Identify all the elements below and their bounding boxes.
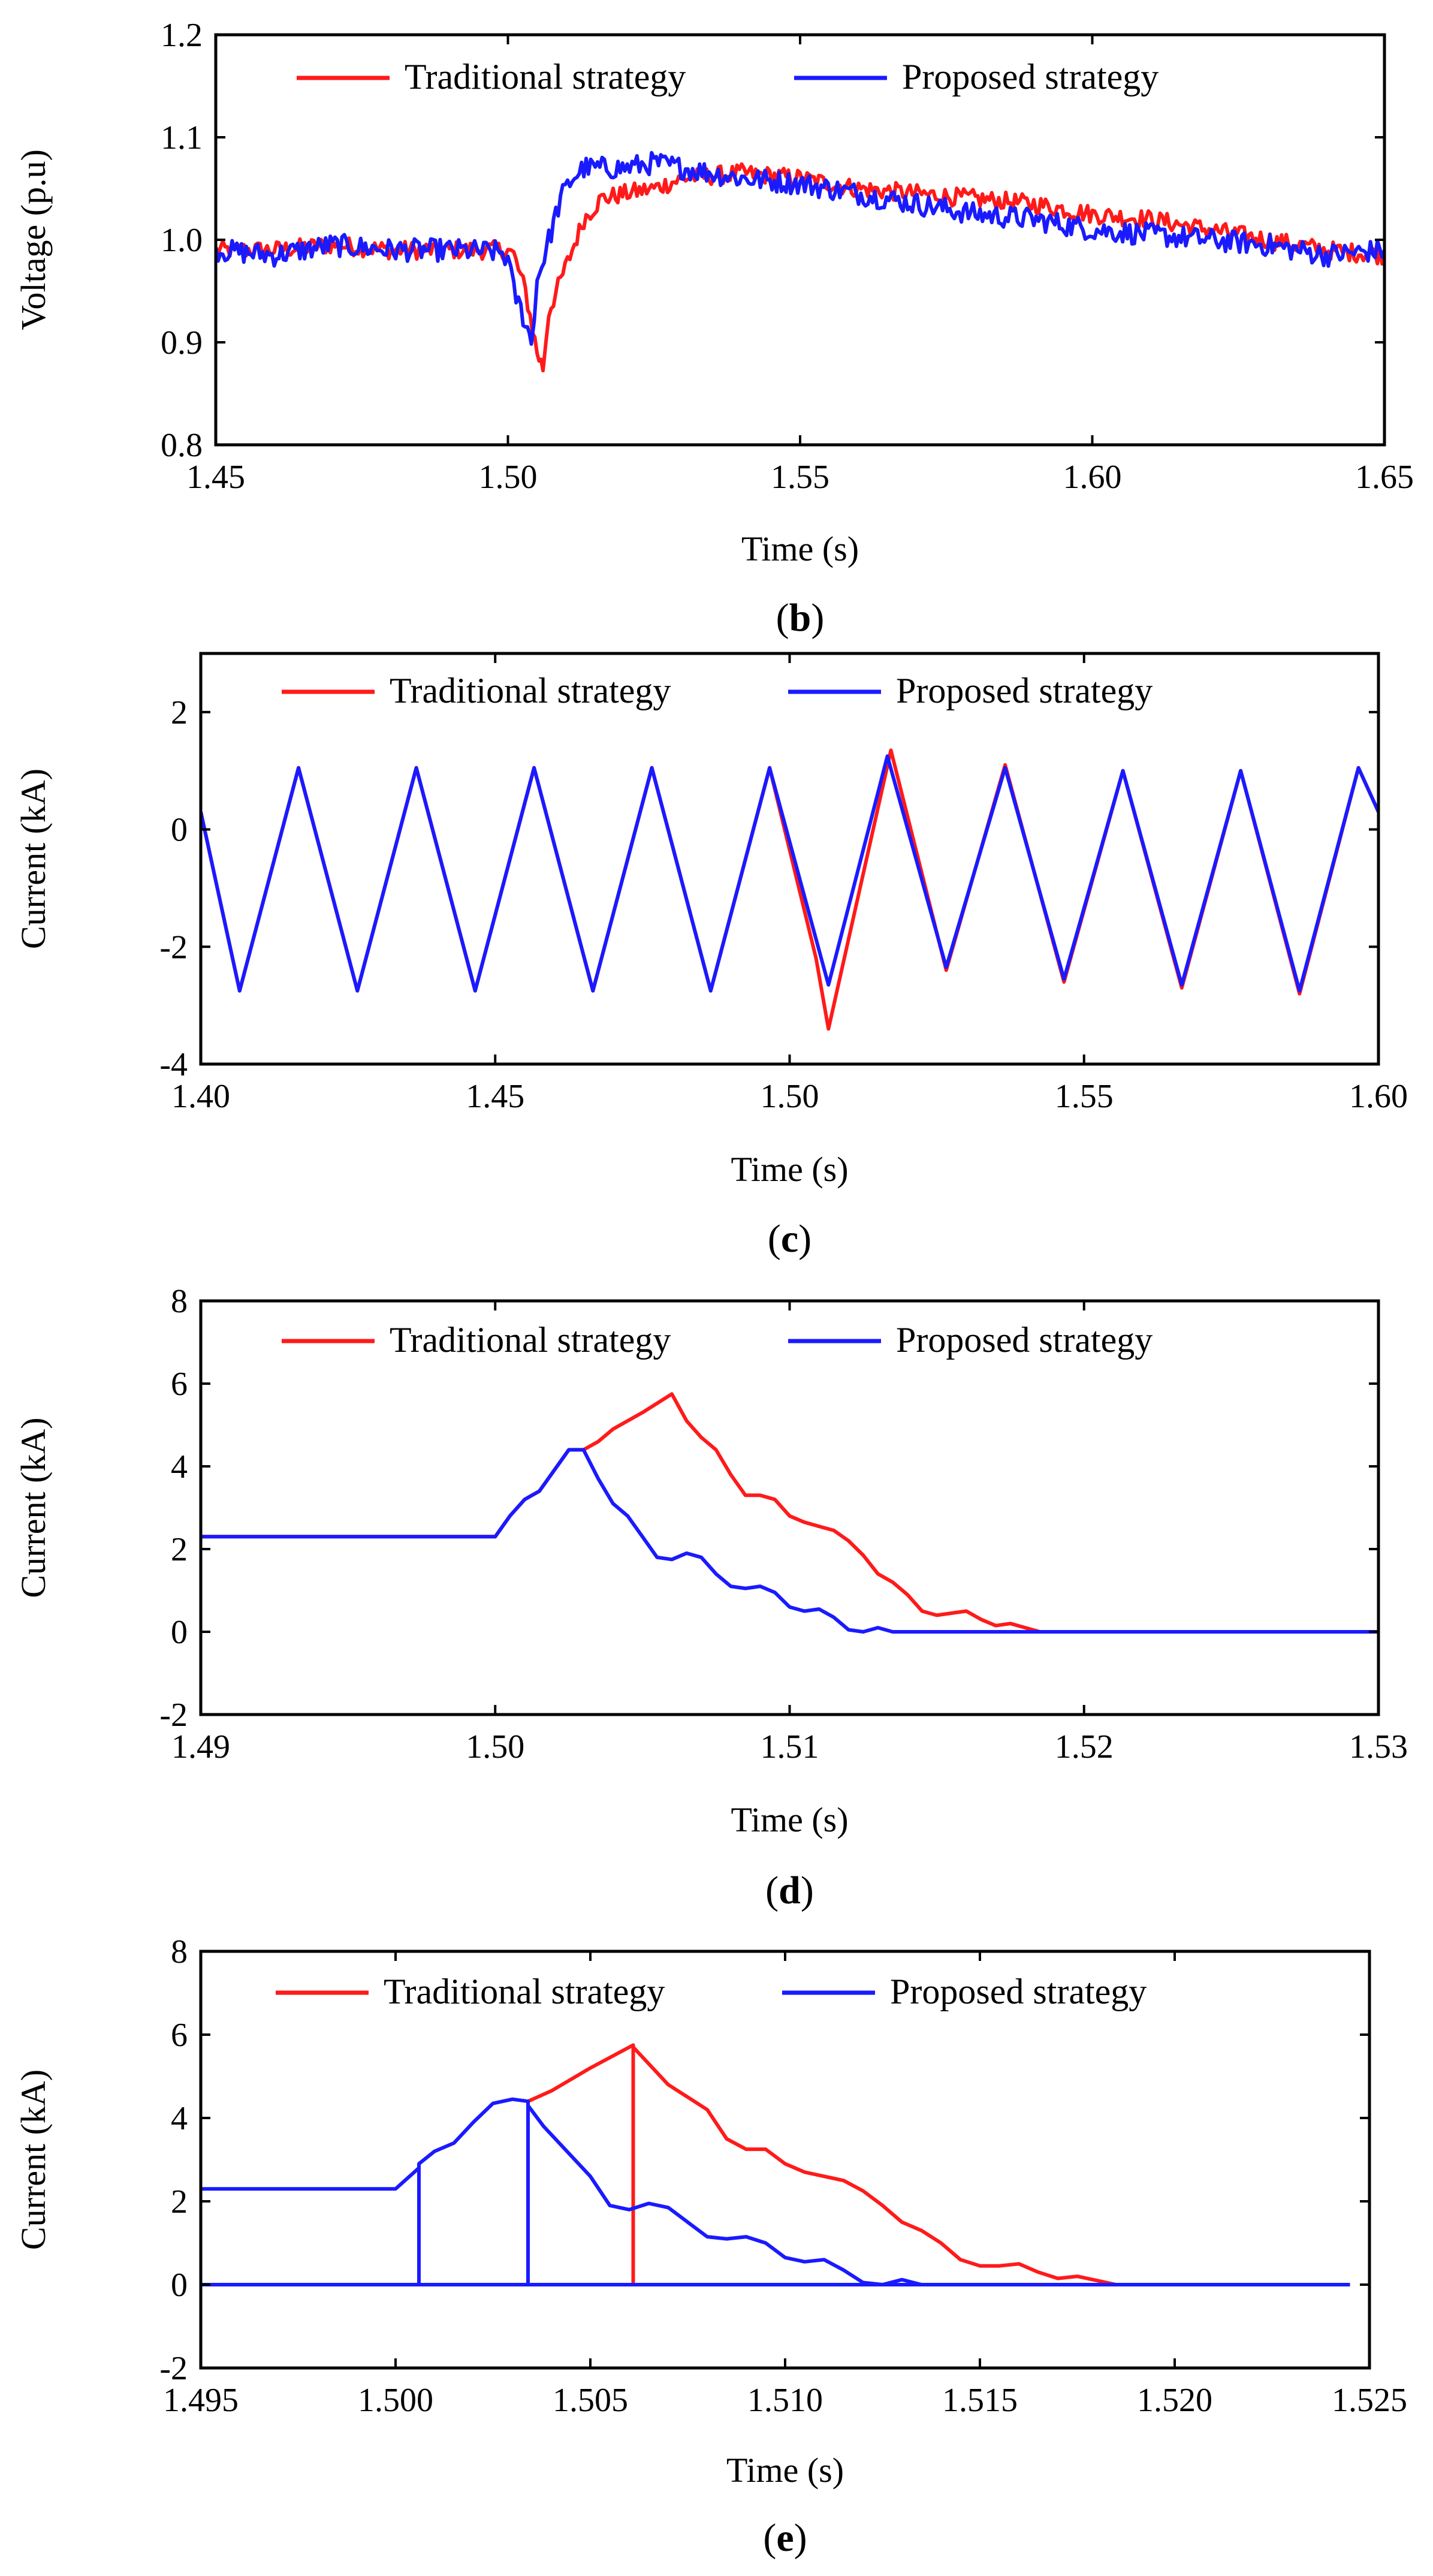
x-tick-label: 1.60 xyxy=(1349,1078,1408,1115)
series-line-proposed xyxy=(201,2097,1350,2286)
panel-caption: (d) xyxy=(765,1869,814,1912)
x-tick-label: 1.55 xyxy=(1055,1078,1114,1115)
chart-panel-b: 1.45 1.50 1.55 1.60 1.65 0.8 0.9 1.0 1.1 1.2 Time … xyxy=(14,17,1414,640)
y-tick-label: -2 xyxy=(159,929,188,966)
x-tick-label: 1.510 xyxy=(747,2382,823,2419)
y-tick-label: 2 xyxy=(171,694,188,731)
y-tick-label: 2 xyxy=(171,2183,188,2221)
panel-caption-letter: d xyxy=(779,1869,801,1912)
panel-caption: (b) xyxy=(776,596,825,640)
y-tick-label: 1.0 xyxy=(161,222,203,259)
x-tick-label: 1.50 xyxy=(466,1728,524,1765)
y-tick-label: 0 xyxy=(171,1614,188,1651)
y-axis-label: Voltage (p.u) xyxy=(14,149,53,330)
x-tick-label: 1.525 xyxy=(1332,2382,1407,2419)
y-tick-label: 2 xyxy=(171,1531,188,1568)
x-tick-label: 1.40 xyxy=(171,1078,230,1115)
y-tick-label: 0.8 xyxy=(161,427,203,464)
y-tick-label: 0 xyxy=(171,812,188,849)
x-tick-label: 1.515 xyxy=(942,2382,1018,2419)
legend-label-traditional: Traditional strategy xyxy=(390,671,671,710)
x-tick-label: 1.60 xyxy=(1063,459,1122,496)
x-tick-label: 1.52 xyxy=(1055,1728,1114,1765)
y-tick-label: 4 xyxy=(171,1448,188,1486)
panel-caption: (c) xyxy=(768,1217,811,1261)
x-axis-label: Time (s) xyxy=(731,1800,848,1839)
legend-label-proposed: Proposed strategy xyxy=(890,1972,1147,2011)
chart-panel-e: 1.495 1.500 1.505 1.510 1.515 1.520 1.525 -2 0 2 4… xyxy=(14,1933,1407,2560)
legend-label-traditional: Traditional strategy xyxy=(384,1972,665,2011)
y-tick-label: 4 xyxy=(171,2100,188,2137)
x-tick-label: 1.45 xyxy=(186,459,245,496)
y-axis-label: Current (kA) xyxy=(14,1417,53,1598)
x-tick-label: 1.505 xyxy=(553,2382,628,2419)
series-line-proposed xyxy=(201,754,1378,993)
series-line-traditional xyxy=(201,1392,1378,1634)
panel-caption-letter: e xyxy=(776,2516,794,2560)
legend-label-proposed: Proposed strategy xyxy=(902,57,1159,97)
y-tick-label: 0.9 xyxy=(161,324,203,361)
y-tick-label: 6 xyxy=(171,1366,188,1403)
x-tick-label: 1.50 xyxy=(761,1078,819,1115)
y-axis-label: Current (kA) xyxy=(14,2069,53,2250)
y-tick-label: 6 xyxy=(171,2017,188,2054)
y-axis-label: Current (kA) xyxy=(14,769,53,949)
x-tick-label: 1.49 xyxy=(171,1728,230,1765)
x-tick-label: 1.500 xyxy=(358,2382,433,2419)
panel-caption-letter: b xyxy=(789,596,811,640)
x-axis-label: Time (s) xyxy=(726,2451,844,2490)
legend-label-traditional: Traditional strategy xyxy=(390,1320,671,1360)
plot-frame xyxy=(199,1299,1380,1716)
series-line-traditional xyxy=(201,748,1378,1031)
series-line-traditional xyxy=(216,162,1384,373)
y-tick-label: -2 xyxy=(159,1697,188,1734)
x-tick-label: 1.50 xyxy=(479,459,538,496)
y-tick-label: 8 xyxy=(171,1283,188,1320)
x-tick-label: 1.55 xyxy=(771,459,829,496)
chart-panel-d: 1.49 1.50 1.51 1.52 1.53 -2 0 2 4 6 8 Time (s) Curre… xyxy=(14,1283,1408,1912)
x-tick-label: 1.65 xyxy=(1355,459,1414,496)
y-tick-label: -2 xyxy=(159,2350,188,2387)
legend-label-proposed: Proposed strategy xyxy=(896,1320,1153,1360)
x-tick-label: 1.53 xyxy=(1349,1728,1408,1765)
y-tick-label: 1.2 xyxy=(161,17,203,54)
x-axis-label: Time (s) xyxy=(731,1150,848,1189)
y-tick-label: -4 xyxy=(159,1046,188,1083)
y-tick-label: 0 xyxy=(171,2267,188,2304)
panel-caption-letter: c xyxy=(781,1217,798,1261)
series-line-traditional xyxy=(526,2043,1350,2286)
legend: Traditional strategy Proposed strategy xyxy=(276,1972,1147,2011)
y-tick-label: 1.1 xyxy=(161,119,203,156)
x-axis-label: Time (s) xyxy=(741,529,859,568)
plot-frame xyxy=(199,1950,1371,2370)
x-tick-label: 1.520 xyxy=(1137,2382,1212,2419)
panel-caption: (e) xyxy=(763,2516,807,2560)
series-line-proposed xyxy=(201,1448,1378,1634)
legend: Traditional strategy Proposed strategy xyxy=(297,57,1159,97)
legend: Traditional strategy Proposed strategy xyxy=(282,671,1153,710)
chart-panel-c: 1.40 1.45 1.50 1.55 1.60 -4 -2 0 2 Time (s) Curren… xyxy=(14,652,1408,1261)
y-tick-label: 8 xyxy=(171,1933,188,1971)
x-tick-label: 1.495 xyxy=(163,2382,239,2419)
legend-label-proposed: Proposed strategy xyxy=(896,671,1153,710)
plot-frame xyxy=(199,652,1380,1066)
legend: Traditional strategy Proposed strategy xyxy=(282,1320,1153,1360)
series-line-proposed xyxy=(216,150,1384,346)
x-tick-label: 1.51 xyxy=(761,1728,819,1765)
plot-frame xyxy=(214,33,1386,447)
legend-label-traditional: Traditional strategy xyxy=(405,57,686,97)
x-tick-label: 1.45 xyxy=(466,1078,524,1115)
